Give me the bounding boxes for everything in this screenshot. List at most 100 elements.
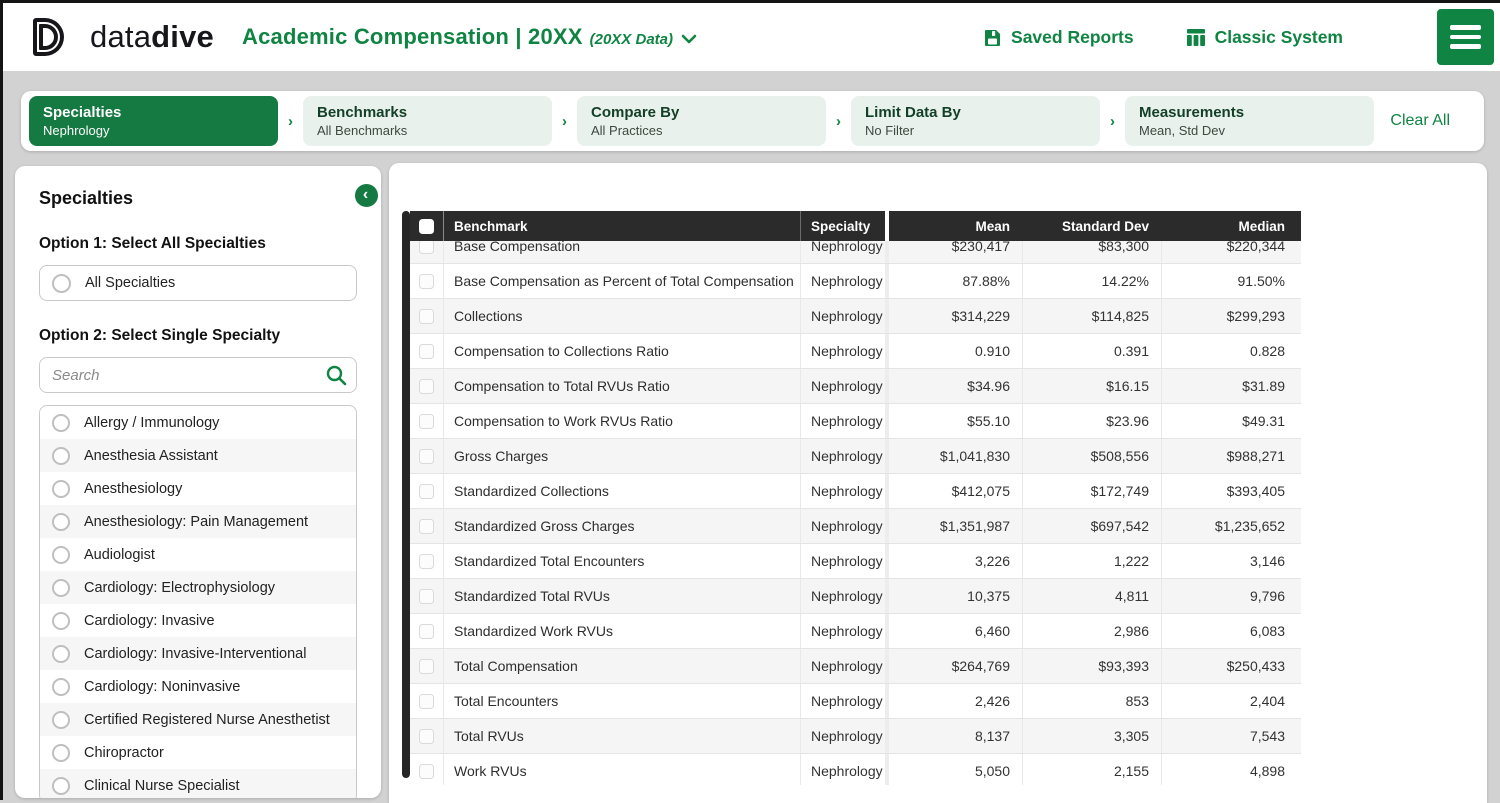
step-limit-data-by[interactable]: Limit Data By No Filter — [851, 96, 1100, 146]
radio-icon[interactable] — [52, 545, 70, 564]
cell-specialty: Nephrology — [800, 544, 885, 578]
specialty-list-item[interactable]: Audiologist — [40, 538, 356, 571]
row-checkbox[interactable] — [419, 273, 434, 289]
table-row: Compensation to Total RVUs Ratio Nephrol… — [410, 369, 1301, 404]
cell-benchmark: Base Compensation as Percent of Total Co… — [443, 264, 800, 298]
specialty-list-item[interactable]: Cardiology: Invasive — [40, 604, 356, 637]
cell-median: $49.31 — [1161, 404, 1297, 438]
cell-median: 3,146 — [1161, 544, 1297, 578]
table-row: Base Compensation as Percent of Total Co… — [410, 264, 1301, 299]
radio-icon[interactable] — [52, 446, 70, 465]
collapse-panel-button[interactable]: ‹ — [353, 182, 380, 209]
search-icon[interactable] — [325, 364, 347, 386]
cell-benchmark: Compensation to Work RVUs Ratio — [443, 404, 800, 438]
saved-reports-label: Saved Reports — [1011, 26, 1134, 47]
cell-specialty: Nephrology — [800, 614, 885, 648]
select-all-cell — [410, 211, 443, 241]
radio-icon[interactable] — [52, 677, 70, 696]
cell-std-dev: $83,300 — [1022, 229, 1161, 263]
step-measurements[interactable]: Measurements Mean, Std Dev — [1125, 96, 1374, 146]
specialty-list-item[interactable]: Clinical Nurse Specialist — [40, 769, 356, 798]
specialty-list-item[interactable]: Anesthesia Assistant — [40, 439, 356, 472]
row-checkbox[interactable] — [419, 553, 434, 569]
cell-specialty: Nephrology — [800, 509, 885, 543]
row-checkbox[interactable] — [419, 308, 434, 324]
table-header-row: Benchmark Specialty Mean Standard Dev Me… — [410, 211, 1301, 241]
row-checkbox[interactable] — [419, 448, 434, 464]
filter-stepper: Specialties Nephrology › Benchmarks All … — [21, 91, 1484, 151]
col-header-specialty: Specialty — [800, 211, 885, 241]
specialty-list-item[interactable]: Cardiology: Noninvasive — [40, 670, 356, 703]
cell-mean: $264,769 — [951, 658, 1010, 674]
table-columns-icon — [1186, 28, 1205, 46]
radio-icon[interactable] — [52, 644, 70, 663]
radio-icon[interactable] — [52, 413, 70, 432]
cell-mean: $412,075 — [951, 483, 1010, 499]
option2-heading: Option 2: Select Single Specialty — [39, 327, 281, 344]
row-checkbox[interactable] — [419, 483, 434, 499]
row-checkbox[interactable] — [419, 728, 434, 744]
row-checkbox[interactable] — [419, 693, 434, 709]
step-subtitle: Mean, Std Dev — [1139, 123, 1225, 138]
menu-button[interactable] — [1437, 9, 1494, 65]
cell-specialty: Nephrology — [800, 264, 885, 298]
specialty-list-item[interactable]: Anesthesiology: Pain Management — [40, 505, 356, 538]
radio-icon[interactable] — [52, 710, 70, 729]
row-checkbox[interactable] — [419, 518, 434, 534]
cell-std-dev: 1,222 — [1022, 544, 1161, 578]
table-row: Base Compensation Nephrology $230,417 $8… — [410, 229, 1301, 264]
logo-wordmark: datadive — [90, 19, 214, 54]
cell-benchmark: Standardized Collections — [443, 474, 800, 508]
col-header-std-dev: Standard Dev — [1061, 218, 1149, 234]
step-specialties[interactable]: Specialties Nephrology — [29, 96, 278, 146]
specialty-label: Cardiology: Electrophysiology — [84, 579, 276, 596]
cell-specialty: Nephrology — [800, 649, 885, 683]
col-header-median: Median — [1238, 218, 1285, 234]
app-header: datadive Academic Compensation | 20XX (2… — [3, 3, 1500, 71]
specialty-list-item[interactable]: Anesthesiology — [40, 472, 356, 505]
specialty-list-item[interactable]: Certified Registered Nurse Anesthetist — [40, 703, 356, 736]
report-title-dropdown[interactable]: Academic Compensation | 20XX (20XX Data) — [242, 24, 697, 50]
row-checkbox[interactable] — [419, 623, 434, 639]
cell-mean: $1,041,830 — [939, 448, 1010, 464]
classic-system-link[interactable]: Classic System — [1186, 27, 1343, 48]
radio-icon[interactable] — [52, 611, 70, 630]
specialty-label: Cardiology: Invasive-Interventional — [84, 645, 307, 662]
step-benchmarks[interactable]: Benchmarks All Benchmarks — [303, 96, 552, 146]
row-checkbox[interactable] — [419, 413, 434, 429]
radio-icon[interactable] — [52, 273, 71, 293]
specialty-list-item[interactable]: Allergy / Immunology — [40, 406, 356, 439]
row-checkbox[interactable] — [419, 588, 434, 604]
select-all-checkbox[interactable] — [419, 218, 434, 234]
specialty-label: Allergy / Immunology — [84, 414, 220, 431]
row-checkbox[interactable] — [419, 378, 434, 394]
radio-icon[interactable] — [52, 512, 70, 531]
clear-all-link[interactable]: Clear All — [1390, 112, 1450, 129]
radio-icon[interactable] — [52, 776, 70, 795]
saved-reports-link[interactable]: Saved Reports — [983, 27, 1134, 48]
row-checkbox[interactable] — [419, 763, 434, 779]
row-checkbox[interactable] — [419, 343, 434, 359]
radio-icon[interactable] — [52, 743, 70, 762]
specialty-list-item[interactable]: Chiropractor — [40, 736, 356, 769]
specialty-list-item[interactable]: Cardiology: Invasive-Interventional — [40, 637, 356, 670]
cell-median: $250,433 — [1161, 649, 1297, 683]
specialty-label: Cardiology: Invasive — [84, 612, 215, 629]
cell-mean: 3,226 — [974, 553, 1010, 569]
option1-heading: Option 1: Select All Specialties — [39, 235, 266, 252]
step-subtitle: Nephrology — [43, 123, 110, 138]
radio-icon[interactable] — [52, 578, 70, 597]
step-compare-by[interactable]: Compare By All Practices — [577, 96, 826, 146]
table-scrollbar[interactable] — [402, 211, 410, 778]
specialty-list-item[interactable]: Cardiology: Electrophysiology — [40, 571, 356, 604]
cell-benchmark: Total RVUs — [443, 719, 800, 753]
row-checkbox[interactable] — [419, 658, 434, 674]
all-specialties-option[interactable]: All Specialties — [39, 265, 357, 301]
radio-icon[interactable] — [52, 479, 70, 498]
stepper-steps: Specialties Nephrology › Benchmarks All … — [29, 96, 1374, 146]
search-input[interactable] — [39, 357, 357, 393]
specialty-label: Certified Registered Nurse Anesthetist — [84, 711, 330, 728]
cell-specialty: Nephrology — [800, 334, 885, 368]
cell-std-dev: 2,986 — [1022, 614, 1161, 648]
cell-median: $1,235,652 — [1161, 509, 1297, 543]
